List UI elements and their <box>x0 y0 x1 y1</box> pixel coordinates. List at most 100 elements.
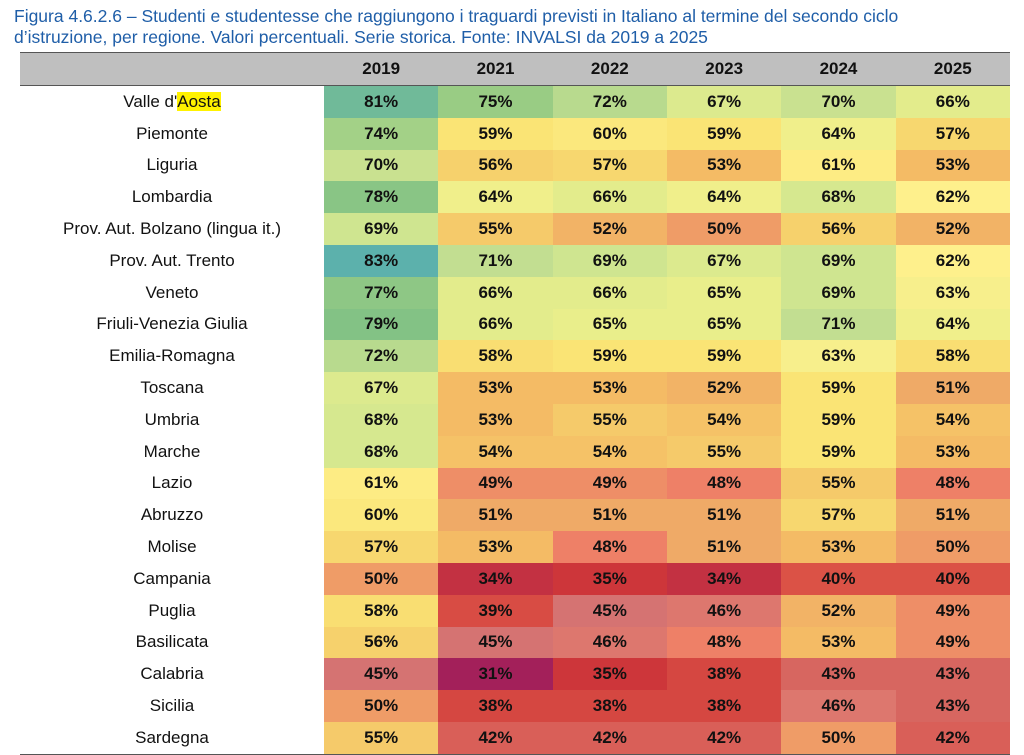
heatmap-cell: 49% <box>895 594 1010 627</box>
table-row: Emilia-Romagna 72% 58% 59% 59% 63% 58% <box>20 340 1010 373</box>
row-label: Friuli-Venezia Giulia <box>20 308 324 341</box>
row-label: Toscana <box>20 372 324 404</box>
row-label-text: Molise <box>147 537 197 557</box>
heatmap-cell: 51% <box>438 499 553 532</box>
heatmap-cell: 46% <box>666 594 782 627</box>
heatmap-cell: 51% <box>895 499 1010 532</box>
heatmap-cell: 43% <box>781 658 896 691</box>
caption-line-2: d’istruzione, per regione. Valori percen… <box>14 27 708 47</box>
heatmap-cell: 65% <box>552 308 667 341</box>
heatmap-cell: 69% <box>324 213 439 245</box>
heatmap-cell: 67% <box>666 85 782 118</box>
column-header: 2022 <box>552 52 667 86</box>
heatmap-cell: 45% <box>324 658 439 691</box>
heatmap-cell: 58% <box>324 594 439 627</box>
row-label-text: Prov. Aut. Bolzano (lingua it.) <box>63 219 281 239</box>
heatmap-cell: 74% <box>324 117 439 150</box>
row-label-highlight: Aosta <box>177 91 221 111</box>
column-header: 2025 <box>895 52 1010 86</box>
heatmap-cell: 38% <box>666 690 782 722</box>
heatmap-cell: 59% <box>438 117 553 150</box>
row-label-text: Valle d' <box>123 91 178 111</box>
heatmap-cell: 63% <box>895 276 1010 309</box>
heatmap-cell: 53% <box>666 149 782 182</box>
heatmap-cell: 53% <box>781 531 896 563</box>
heatmap-cell: 55% <box>438 213 553 245</box>
table-row: Prov. Aut. Trento 83% 71% 69% 67% 69% 62% <box>20 244 1010 277</box>
heatmap-cell: 53% <box>895 149 1010 182</box>
heatmap-cell: 49% <box>552 467 667 500</box>
heatmap-cell: 57% <box>324 531 439 563</box>
heatmap-cell: 52% <box>895 213 1010 245</box>
column-header: 2021 <box>438 52 553 86</box>
heatmap-cell: 57% <box>895 117 1010 150</box>
table-row: Friuli-Venezia Giulia 79% 66% 65% 65% 71% 64% <box>20 308 1010 341</box>
heatmap-cell: 38% <box>552 690 667 722</box>
heatmap-cell: 59% <box>781 435 896 468</box>
column-header: 2023 <box>666 52 782 86</box>
row-label: Prov. Aut. Bolzano (lingua it.) <box>20 213 324 245</box>
table-row: Puglia 58% 39% 45% 46% 52% 49% <box>20 594 1010 627</box>
table-row: Toscana 67% 53% 53% 52% 59% 51% <box>20 372 1010 404</box>
chart-caption: Figura 4.6.2.6 – Studenti e studentesse … <box>14 6 1014 48</box>
heatmap-cell: 42% <box>666 721 782 755</box>
heatmap-cell: 51% <box>552 499 667 532</box>
row-label: Puglia <box>20 594 324 627</box>
heatmap-cell: 43% <box>895 690 1010 722</box>
heatmap-cell: 55% <box>781 467 896 500</box>
heatmap-cell: 42% <box>438 721 553 755</box>
heatmap-cell: 42% <box>895 721 1010 755</box>
heatmap-cell: 59% <box>552 340 667 373</box>
row-label-text: Umbria <box>144 409 200 429</box>
heatmap-cell: 49% <box>438 467 553 500</box>
heatmap-cell: 54% <box>895 403 1010 436</box>
heatmap-cell: 61% <box>781 149 896 182</box>
row-label: Calabria <box>20 658 324 691</box>
heatmap-cell: 50% <box>324 562 439 595</box>
heatmap-cell: 71% <box>781 308 896 341</box>
heatmap-cell: 69% <box>552 244 667 277</box>
heatmap-cell: 58% <box>438 340 553 373</box>
heatmap-cell: 55% <box>666 435 782 468</box>
heatmap-cell: 66% <box>552 181 667 214</box>
table-row: Piemonte 74% 59% 60% 59% 64% 57% <box>20 117 1010 150</box>
row-label-text: Friuli-Venezia Giulia <box>96 314 248 334</box>
heatmap-cell: 58% <box>895 340 1010 373</box>
heatmap-cell: 42% <box>552 721 667 755</box>
heatmap-cell: 38% <box>666 658 782 691</box>
heatmap-cell: 78% <box>324 181 439 214</box>
heatmap-cell: 50% <box>666 213 782 245</box>
row-label-text: Puglia <box>148 600 196 620</box>
heatmap-cell: 54% <box>552 435 667 468</box>
table-row: Umbria 68% 53% 55% 54% 59% 54% <box>20 403 1010 436</box>
row-label: Sicilia <box>20 690 324 722</box>
heatmap-cell: 62% <box>895 244 1010 277</box>
row-label: Emilia-Romagna <box>20 340 324 373</box>
heatmap-cell: 69% <box>781 276 896 309</box>
table-row: Molise 57% 53% 48% 51% 53% 50% <box>20 531 1010 563</box>
heatmap-cell: 43% <box>895 658 1010 691</box>
table-row: Basilicata 56% 45% 46% 48% 53% 49% <box>20 626 1010 659</box>
table-row: Calabria 45% 31% 35% 38% 43% 43% <box>20 658 1010 691</box>
row-label-text: Marche <box>143 441 201 461</box>
header-row: 2019 2021 2022 2023 2024 2025 <box>20 52 1010 86</box>
heatmap-cell: 83% <box>324 244 439 277</box>
row-label-text: Lazio <box>151 473 193 493</box>
heatmap-cell: 53% <box>438 531 553 563</box>
heatmap-cell: 50% <box>781 721 896 755</box>
heatmap-cell: 70% <box>781 85 896 118</box>
heatmap-cell: 62% <box>895 181 1010 214</box>
row-label-text: Campania <box>133 568 211 588</box>
heatmap-cell: 60% <box>552 117 667 150</box>
heatmap-cell: 64% <box>438 181 553 214</box>
table-row: Lazio 61% 49% 49% 48% 55% 48% <box>20 467 1010 500</box>
table-row: Lombardia 78% 64% 66% 64% 68% 62% <box>20 181 1010 214</box>
heatmap-cell: 48% <box>552 531 667 563</box>
heatmap-cell: 54% <box>666 403 782 436</box>
heatmap-cell: 31% <box>438 658 553 691</box>
heatmap-cell: 61% <box>324 467 439 500</box>
row-label-text: Emilia-Romagna <box>109 346 235 366</box>
heatmap-cell: 69% <box>781 244 896 277</box>
heatmap-cell: 50% <box>895 531 1010 563</box>
heatmap-cell: 57% <box>552 149 667 182</box>
